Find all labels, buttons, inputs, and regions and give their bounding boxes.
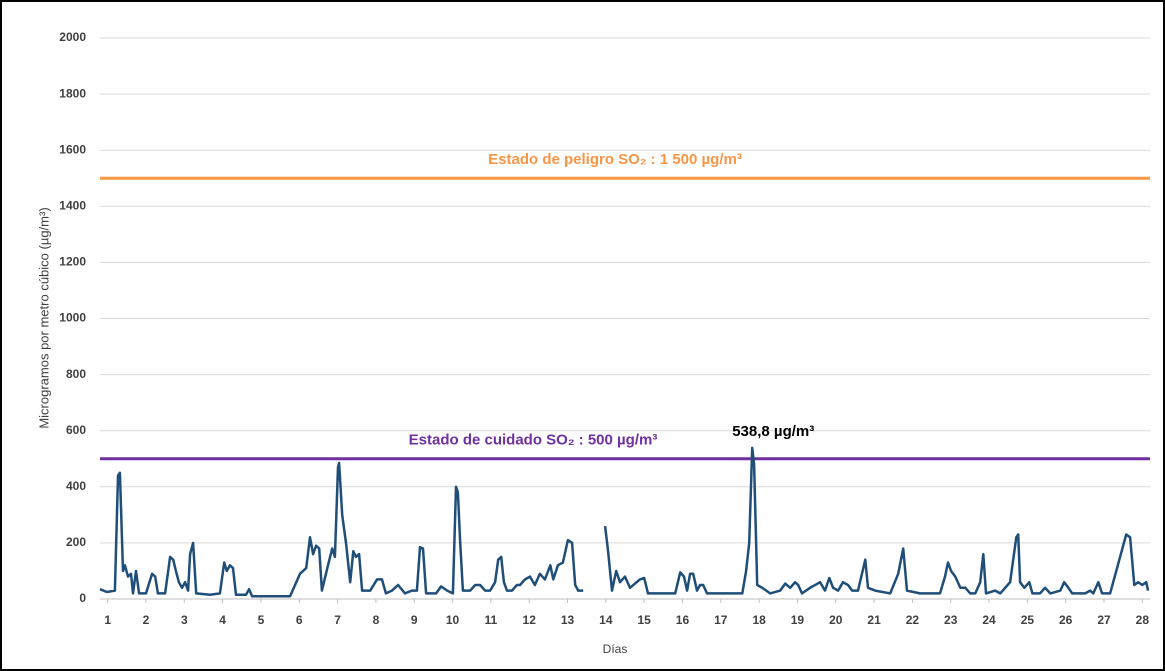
x-tick-label: 18 xyxy=(752,613,766,627)
y-axis-label: Microgramos por metro cúbico (µg/m³) xyxy=(36,207,51,428)
x-tick-label: 1 xyxy=(104,613,111,627)
y-tick-label: 1600 xyxy=(59,142,86,156)
x-tick-label: 13 xyxy=(561,613,575,627)
x-tick-label: 5 xyxy=(258,613,265,627)
x-tick-label: 2 xyxy=(143,613,150,627)
x-tick-label: 26 xyxy=(1059,613,1073,627)
y-tick-label: 400 xyxy=(66,479,86,493)
x-tick-label: 21 xyxy=(867,613,881,627)
x-tick-label: 17 xyxy=(714,613,728,627)
x-tick-label: 12 xyxy=(523,613,537,627)
annotation: 538,8 µg/m³ xyxy=(732,423,814,440)
x-tick-label: 14 xyxy=(599,613,613,627)
x-tick-label: 3 xyxy=(181,613,188,627)
reference-label: Estado de cuidado SO₂ : 500 µg/m³ xyxy=(409,432,658,449)
x-tick-label: 23 xyxy=(944,613,958,627)
x-tick-label: 4 xyxy=(219,613,226,627)
x-tick-label: 25 xyxy=(1021,613,1035,627)
y-tick-label: 1800 xyxy=(59,86,86,100)
y-tick-label: 0 xyxy=(79,591,86,605)
x-tick-label: 16 xyxy=(676,613,690,627)
y-tick-label: 1200 xyxy=(59,255,86,269)
x-tick-label: 6 xyxy=(296,613,303,627)
x-tick-label: 8 xyxy=(373,613,380,627)
x-tick-label: 15 xyxy=(637,613,651,627)
reference-label: Estado de peligro SO₂ : 1 500 µg/m³ xyxy=(488,151,742,168)
x-tick-label: 27 xyxy=(1097,613,1111,627)
y-tick-label: 600 xyxy=(66,423,86,437)
y-tick-label: 1000 xyxy=(59,311,86,325)
x-tick-label: 19 xyxy=(791,613,805,627)
x-tick-label: 22 xyxy=(906,613,920,627)
x-tick-label: 7 xyxy=(334,613,341,627)
x-tick-label: 28 xyxy=(1136,613,1150,627)
x-axis-label: Días xyxy=(603,642,628,656)
x-tick-label: 10 xyxy=(446,613,460,627)
y-tick-label: 800 xyxy=(66,367,86,381)
data-line xyxy=(99,446,1150,598)
y-tick-label: 2000 xyxy=(59,30,86,44)
y-tick-label: 1400 xyxy=(59,198,86,212)
x-tick-label: 24 xyxy=(982,613,996,627)
x-tick-label: 9 xyxy=(411,613,418,627)
y-tick-label: 200 xyxy=(66,535,86,549)
x-tick-label: 11 xyxy=(485,613,498,627)
x-tick-label: 20 xyxy=(829,613,843,627)
